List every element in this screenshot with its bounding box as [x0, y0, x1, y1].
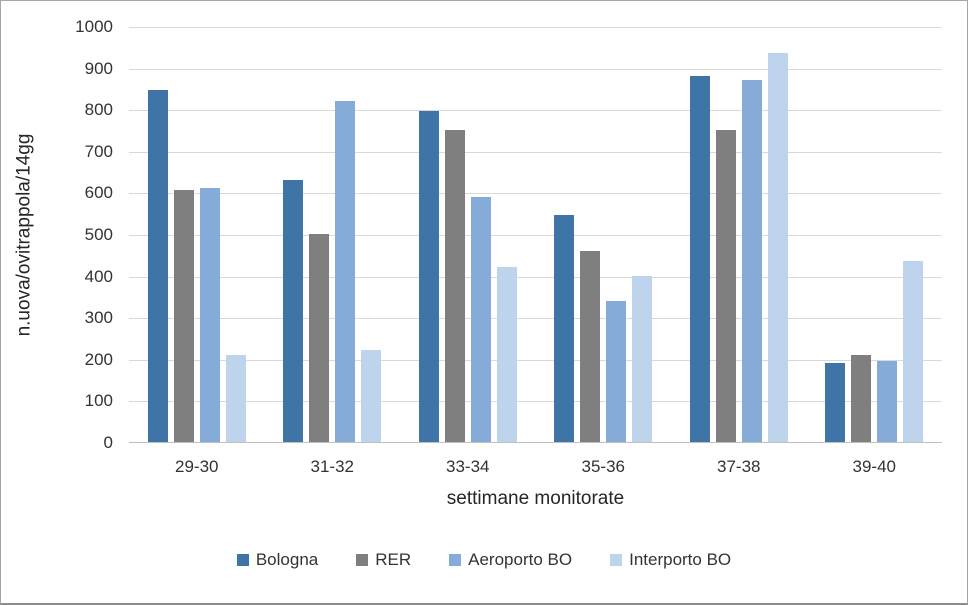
x-tick-label: 31-32 — [310, 457, 354, 476]
y-tick-label: 300 — [84, 308, 113, 328]
y-tick-label: 900 — [84, 58, 113, 78]
bar-bologna-29-30 — [147, 90, 168, 442]
x-axis-tick-labels: 29-30 31-32 33-34 35-36 37-38 39-40 — [129, 457, 942, 481]
legend-swatch-icon — [356, 554, 369, 566]
bar-aeroporto-bo-39-40 — [877, 360, 898, 442]
y-tick-label: 0 — [103, 433, 113, 452]
legend-item-rer: RER — [356, 550, 411, 570]
x-axis-baseline — [129, 442, 942, 443]
legend-item-aeroporto-bo: Aeroporto BO — [449, 550, 572, 570]
gridline — [129, 276, 942, 278]
bar-bologna-33-34 — [418, 111, 439, 442]
bar-bologna-37-38 — [689, 75, 710, 442]
bar-bologna-35-36 — [554, 215, 575, 442]
gridline — [129, 68, 942, 70]
y-tick-label: 1000 — [75, 17, 113, 36]
gridline — [129, 151, 942, 153]
bar-aeroporto-bo-35-36 — [606, 300, 627, 442]
x-axis-title: settimane monitorate — [446, 488, 625, 509]
bar-bologna-31-32 — [283, 179, 304, 442]
y-tick-label: 100 — [84, 391, 113, 411]
gridline — [129, 235, 942, 236]
bar-rer-37-38 — [715, 130, 736, 442]
legend-label: Aeroporto BO — [468, 550, 573, 569]
gridline — [129, 110, 942, 112]
y-axis-tick-labels: 0 100 200 300 400 500 600 700 800 900 1000 — [1, 1, 113, 603]
legend-swatch-icon — [610, 554, 623, 566]
gridline — [129, 27, 942, 28]
x-tick-label: 35-36 — [581, 457, 625, 476]
y-tick-label: 400 — [84, 266, 113, 286]
y-tick-label: 800 — [84, 100, 113, 120]
bar-rer-39-40 — [851, 354, 872, 442]
gridline — [129, 318, 942, 320]
bar-interporto-bo-33-34 — [496, 267, 517, 442]
bar-interporto-bo-37-38 — [767, 53, 788, 442]
y-tick-label: 700 — [84, 141, 113, 161]
bar-aeroporto-bo-29-30 — [199, 188, 220, 442]
bar-interporto-bo-31-32 — [361, 350, 382, 442]
legend-item-interporto-bo: Interporto BO — [610, 550, 731, 570]
gridline — [129, 401, 942, 403]
y-tick-label: 500 — [84, 225, 113, 244]
bar-aeroporto-bo-33-34 — [470, 196, 491, 442]
bar-bologna-39-40 — [825, 362, 846, 442]
gridline — [129, 193, 942, 195]
bar-aeroporto-bo-31-32 — [335, 100, 356, 442]
legend-swatch-icon — [236, 554, 249, 566]
bar-rer-35-36 — [580, 250, 601, 442]
plot-area — [129, 27, 942, 443]
x-tick-label: 37-38 — [717, 457, 761, 476]
legend: Bologna RER Aeroporto BO Interporto BO — [1, 550, 967, 570]
bar-interporto-bo-39-40 — [903, 261, 924, 442]
legend-label: RER — [375, 550, 412, 569]
x-tick-label: 39-40 — [852, 457, 896, 476]
legend-label: Bologna — [255, 550, 319, 569]
x-tick-label: 33-34 — [446, 457, 490, 476]
legend-item-bologna: Bologna — [236, 550, 319, 570]
bar-rer-31-32 — [309, 234, 330, 442]
legend-swatch-icon — [449, 554, 462, 566]
y-tick-label: 600 — [84, 183, 113, 203]
bar-rer-29-30 — [173, 190, 194, 442]
bar-interporto-bo-29-30 — [225, 354, 246, 442]
legend-label: Interporto BO — [629, 550, 732, 569]
y-tick-label: 200 — [84, 349, 113, 369]
bar-interporto-bo-35-36 — [632, 275, 653, 442]
gridline — [129, 359, 942, 361]
bar-rer-33-34 — [444, 130, 465, 442]
bar-aeroporto-bo-37-38 — [741, 80, 762, 442]
x-tick-label: 29-30 — [175, 457, 219, 476]
